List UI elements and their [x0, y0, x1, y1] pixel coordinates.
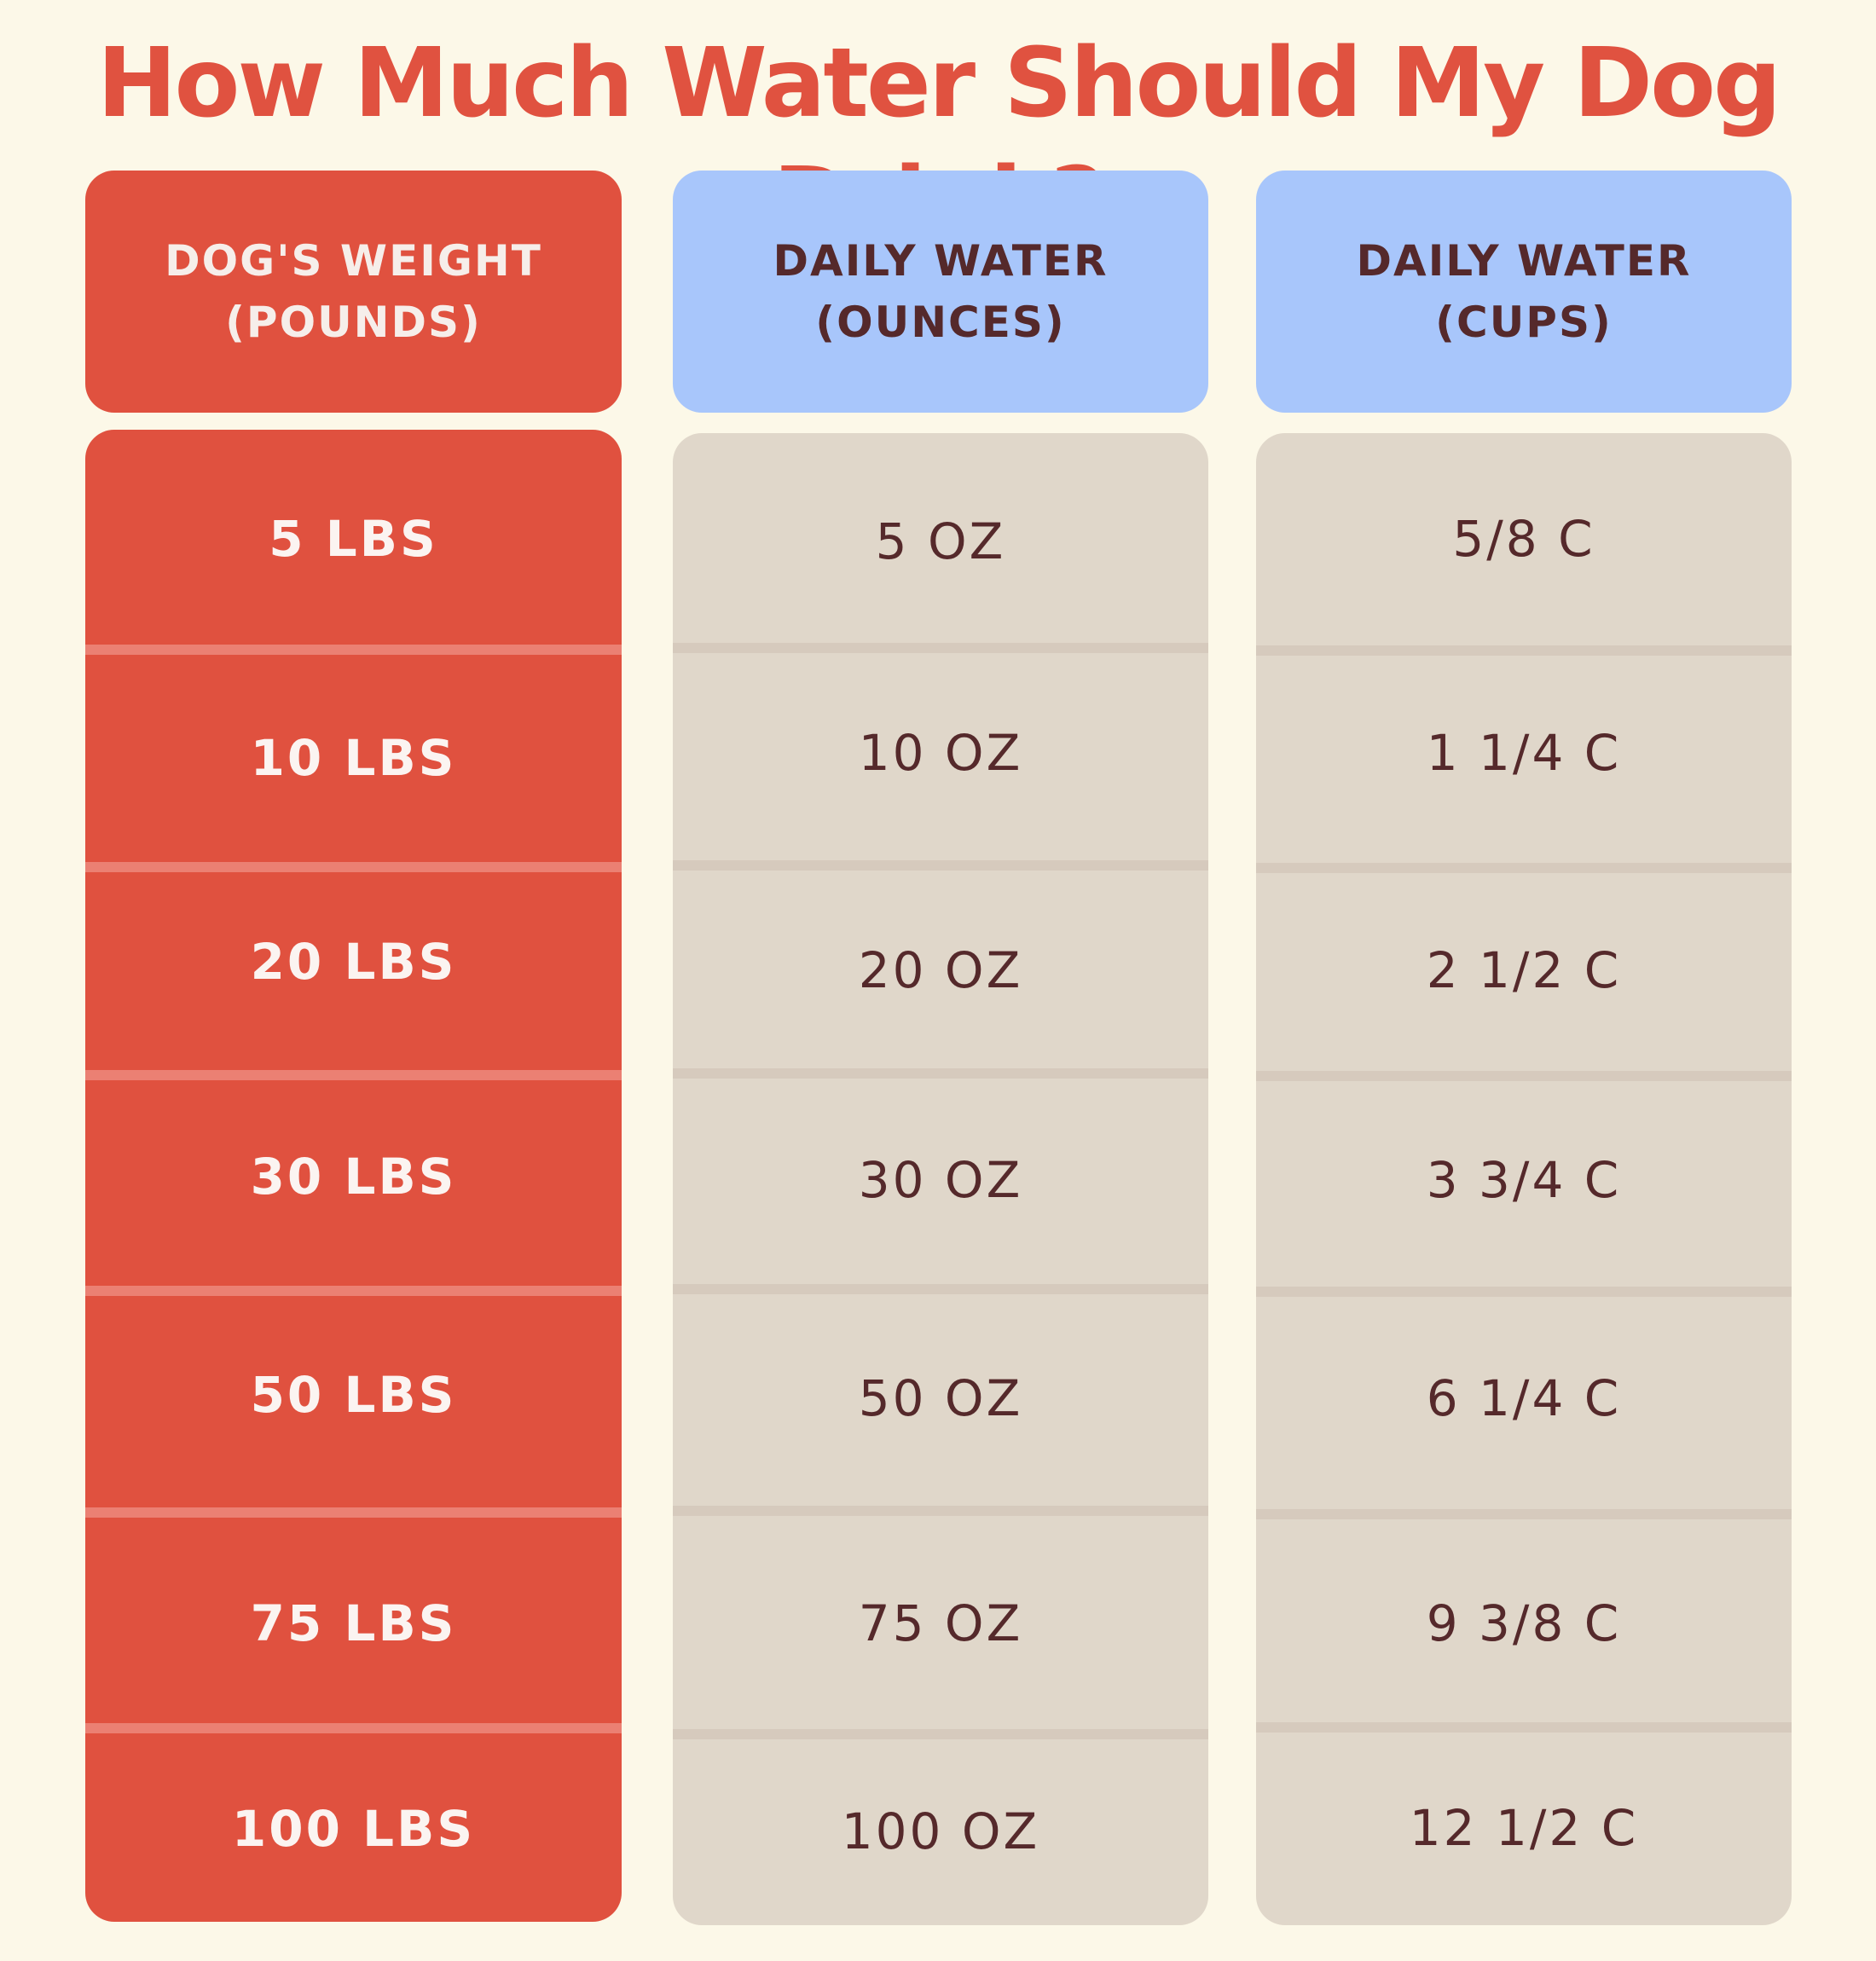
row-divider — [673, 860, 1208, 871]
weight-column: 5 LBS 10 LBS 20 LBS 30 LBS 50 LBS 75 LBS… — [85, 430, 622, 1922]
row-divider — [673, 1068, 1208, 1079]
weight-cell: 10 LBS — [250, 729, 457, 787]
row-divider — [1256, 1722, 1792, 1733]
row-divider — [85, 645, 622, 655]
ounces-cell: 30 OZ — [858, 1151, 1023, 1209]
row-divider — [1256, 863, 1792, 873]
weight-cell: 75 LBS — [250, 1594, 457, 1652]
header-line: (POUNDS) — [225, 298, 482, 347]
row-divider — [1256, 1071, 1792, 1081]
row-divider — [673, 1506, 1208, 1516]
header-line: DAILY WATER — [773, 236, 1109, 286]
header-dog-weight: DOG'S WEIGHT (POUNDS) — [85, 171, 622, 413]
row-divider — [85, 1286, 622, 1296]
weight-cell: 50 LBS — [250, 1366, 457, 1424]
header-daily-water-ounces: DAILY WATER (OUNCES) — [673, 171, 1208, 413]
header-line: (CUPS) — [1435, 298, 1613, 347]
ounces-cell: 100 OZ — [841, 1802, 1040, 1860]
row-divider — [85, 1070, 622, 1080]
cups-cell: 9 3/8 C — [1426, 1594, 1622, 1652]
cups-cell: 3 3/4 C — [1426, 1151, 1622, 1209]
ounces-cell: 75 OZ — [858, 1594, 1023, 1652]
header-line: (OUNCES) — [815, 298, 1066, 347]
cups-cell: 2 1/2 C — [1426, 941, 1622, 999]
row-divider — [673, 1284, 1208, 1294]
ounces-cell: 20 OZ — [858, 941, 1023, 999]
weight-cell: 30 LBS — [250, 1148, 457, 1206]
ounces-cell: 50 OZ — [858, 1369, 1023, 1427]
row-divider — [673, 643, 1208, 653]
cups-column: 5/8 C 1 1/4 C 2 1/2 C 3 3/4 C 6 1/4 C 9 … — [1256, 433, 1792, 1925]
weight-cell: 5 LBS — [269, 510, 438, 568]
weight-cell: 100 LBS — [231, 1800, 476, 1858]
row-divider — [1256, 1287, 1792, 1297]
cups-cell: 5/8 C — [1452, 510, 1595, 568]
weight-cell: 20 LBS — [250, 933, 457, 991]
row-divider — [1256, 645, 1792, 656]
cups-cell: 6 1/4 C — [1426, 1369, 1622, 1427]
row-divider — [673, 1729, 1208, 1739]
cups-cell: 1 1/4 C — [1426, 724, 1622, 782]
row-divider — [85, 1723, 622, 1733]
ounces-column: 5 OZ 10 OZ 20 OZ 30 OZ 50 OZ 75 OZ 100 O… — [673, 433, 1208, 1925]
ounces-cell: 5 OZ — [875, 512, 1006, 570]
row-divider — [1256, 1509, 1792, 1519]
cups-cell: 12 1/2 C — [1409, 1799, 1639, 1857]
header-line: DAILY WATER — [1356, 236, 1692, 286]
header-line: DOG'S WEIGHT — [165, 236, 542, 286]
ounces-cell: 10 OZ — [858, 724, 1023, 782]
header-daily-water-cups: DAILY WATER (CUPS) — [1256, 171, 1792, 413]
row-divider — [85, 1507, 622, 1518]
row-divider — [85, 862, 622, 872]
